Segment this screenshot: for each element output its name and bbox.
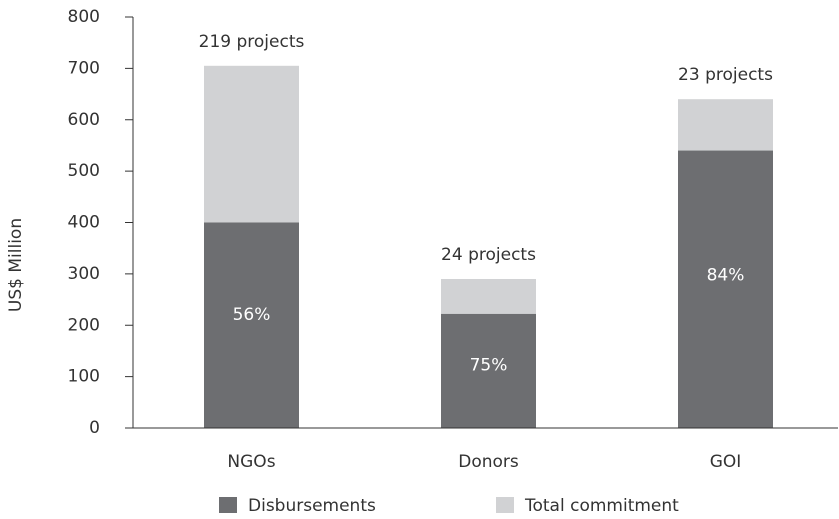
y-tick-label: 800 xyxy=(68,7,100,27)
y-tick-label: 400 xyxy=(68,213,100,233)
y-tick-label: 500 xyxy=(68,161,100,181)
legend-label: Disbursements xyxy=(248,496,376,516)
project-label: 219 projects xyxy=(199,32,305,52)
share-label: 56% xyxy=(233,305,271,325)
share-label: 84% xyxy=(707,265,745,285)
x-tick-label: Donors xyxy=(458,452,519,472)
y-axis-label: US$ Million xyxy=(6,218,26,312)
y-tick-label: 200 xyxy=(68,315,100,335)
y-tick-label: 0 xyxy=(89,418,100,438)
x-tick-label: NGOs xyxy=(227,452,275,472)
y-tick-label: 600 xyxy=(68,110,100,130)
bar xyxy=(204,222,299,428)
share-label: 75% xyxy=(470,355,508,375)
legend-label: Total commitment xyxy=(524,496,679,516)
project-label: 23 projects xyxy=(678,65,773,85)
legend-swatch xyxy=(496,497,514,513)
bar xyxy=(441,313,536,428)
y-tick-label: 100 xyxy=(68,367,100,387)
bar xyxy=(678,150,773,428)
y-tick-label: 700 xyxy=(68,58,100,78)
x-tick-label: GOI xyxy=(710,452,742,472)
legend-swatch xyxy=(219,497,237,513)
y-tick-label: 300 xyxy=(68,264,100,284)
project-label: 24 projects xyxy=(441,245,536,265)
